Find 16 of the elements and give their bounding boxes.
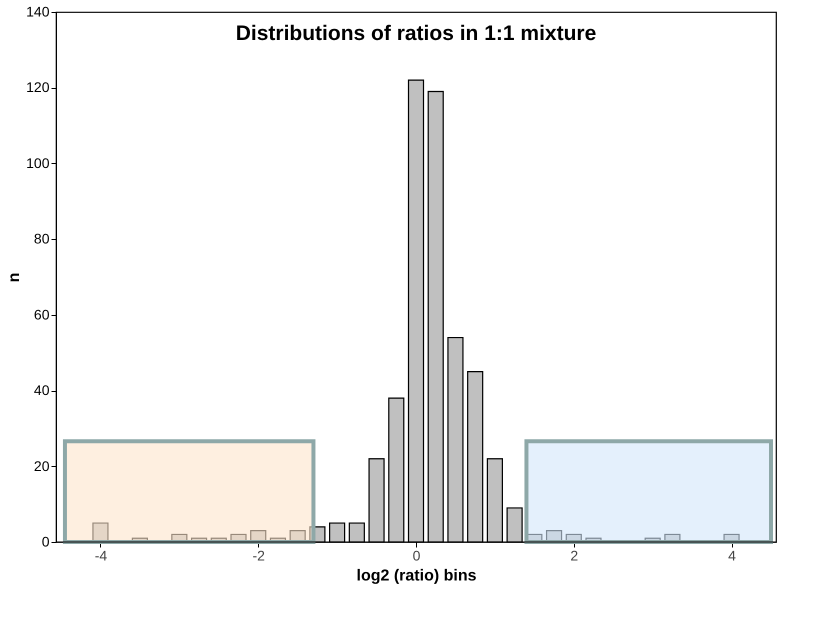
x-tick-label: 2 <box>570 548 578 564</box>
y-tick-label: 80 <box>34 230 50 247</box>
x-tick-label: 0 <box>412 548 421 564</box>
y-tick-label: 0 <box>42 534 50 550</box>
x-axis-title: log2 (ratio) bins <box>356 568 477 584</box>
y-tick-label: 120 <box>26 79 50 96</box>
y-tick-label: 100 <box>26 154 50 171</box>
x-tick-label: -2 <box>252 548 266 564</box>
y-tick-label: 40 <box>34 382 50 398</box>
y-tick-label: 60 <box>34 306 50 322</box>
chart-title: Distributions of ratios in 1:1 mixture <box>236 22 596 45</box>
y-tick-label: 20 <box>34 458 50 474</box>
x-tick-label: -4 <box>94 548 108 564</box>
y-axis-title: n <box>6 272 24 282</box>
y-tick-label: 140 <box>26 4 50 20</box>
x-tick-label: 4 <box>728 548 736 564</box>
